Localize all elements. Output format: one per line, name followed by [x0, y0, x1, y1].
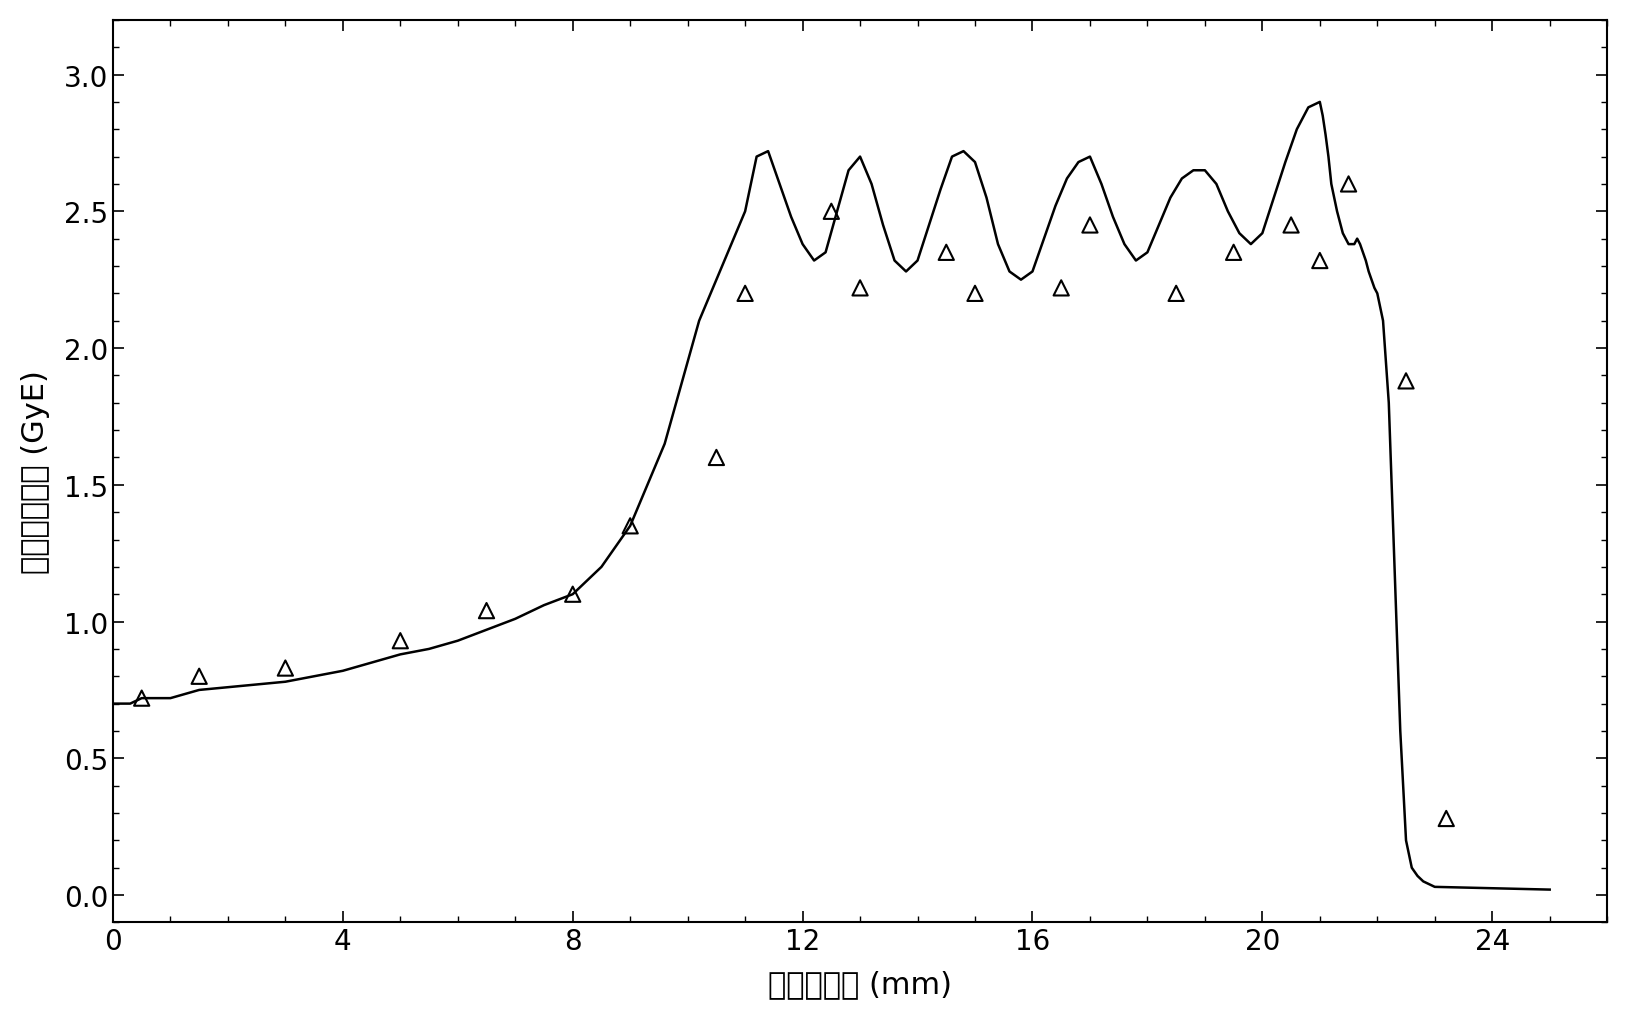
Y-axis label: 生物有效剂量 (GyE): 生物有效剂量 (GyE) — [21, 370, 50, 574]
Point — [474, 603, 500, 620]
Point — [1307, 253, 1333, 269]
Point — [129, 690, 155, 706]
Point — [560, 587, 586, 603]
Point — [847, 280, 873, 297]
X-axis label: 水中的深度 (mm): 水中的深度 (mm) — [768, 969, 952, 999]
Point — [962, 286, 988, 303]
Point — [1335, 176, 1361, 193]
Point — [272, 660, 298, 677]
Point — [617, 518, 643, 534]
Point — [733, 286, 759, 303]
Point — [1433, 810, 1459, 826]
Point — [1048, 280, 1074, 297]
Point — [186, 668, 212, 685]
Point — [387, 633, 414, 649]
Point — [1394, 373, 1420, 389]
Point — [1162, 286, 1188, 303]
Point — [1278, 218, 1304, 234]
Point — [933, 245, 959, 261]
Point — [703, 449, 729, 466]
Point — [1076, 218, 1102, 234]
Point — [819, 204, 845, 220]
Point — [1221, 245, 1247, 261]
